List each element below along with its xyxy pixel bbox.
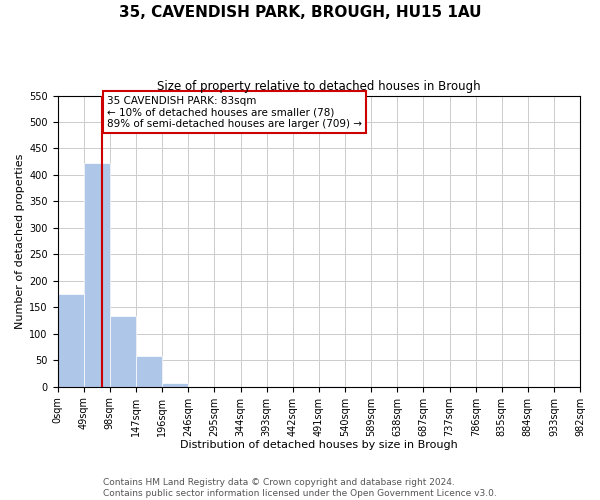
Bar (83, 164, 110, 386)
Text: 35, CAVENDISH PARK, BROUGH, HU15 1AU: 35, CAVENDISH PARK, BROUGH, HU15 1AU (119, 5, 481, 20)
Text: 35 CAVENDISH PARK: 83sqm
← 10% of detached houses are smaller (78)
89% of semi-d: 35 CAVENDISH PARK: 83sqm ← 10% of detach… (107, 96, 362, 129)
Text: Contains HM Land Registry data © Crown copyright and database right 2024.
Contai: Contains HM Land Registry data © Crown c… (103, 478, 497, 498)
Bar (110, 316, 136, 386)
Title: Size of property relative to detached houses in Brough: Size of property relative to detached ho… (157, 80, 481, 93)
Bar (58, 294, 83, 386)
Bar (162, 382, 188, 386)
Bar (136, 356, 162, 386)
X-axis label: Distribution of detached houses by size in Brough: Distribution of detached houses by size … (180, 440, 458, 450)
Y-axis label: Number of detached properties: Number of detached properties (15, 154, 25, 329)
